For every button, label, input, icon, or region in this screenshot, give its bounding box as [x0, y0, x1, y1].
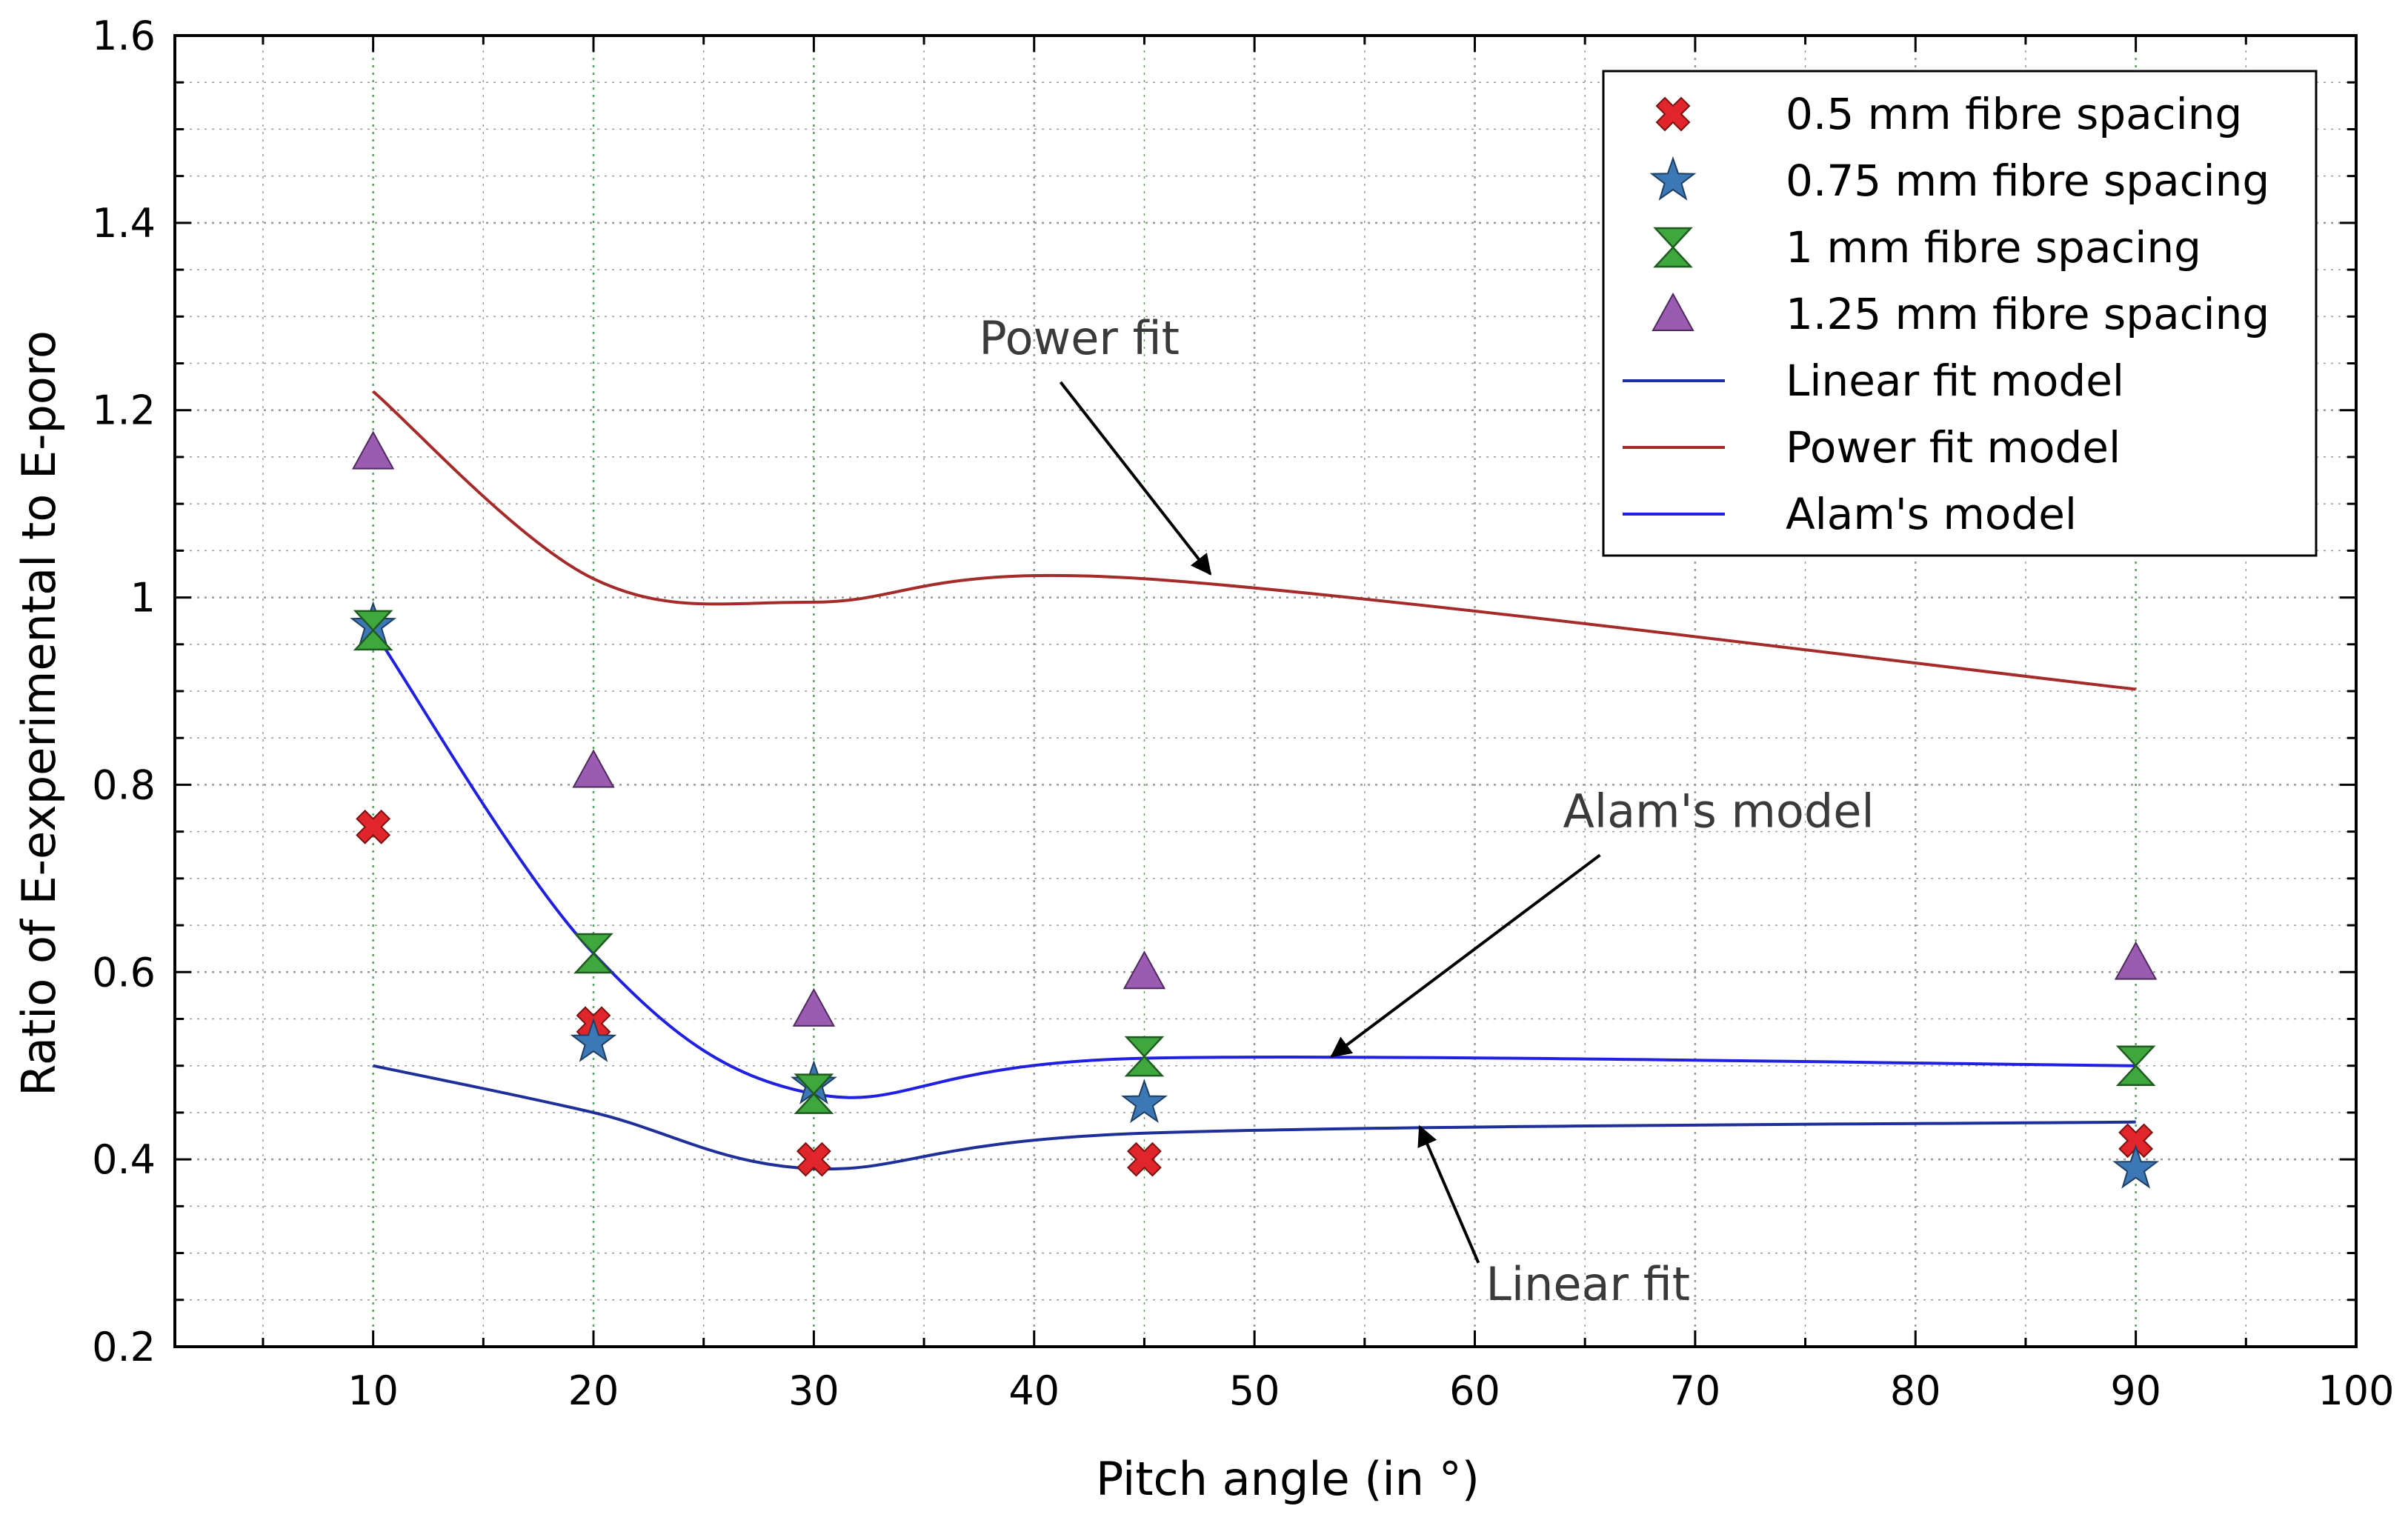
annotation-label: Power fit	[979, 311, 1180, 365]
x-tick-label: 30	[788, 1367, 839, 1414]
annotation-arrow	[1417, 1124, 1480, 1264]
point-1-mm-fibre-spacing	[2115, 1045, 2156, 1086]
point-1-mm-fibre-spacing	[573, 933, 613, 974]
point-1-25-mm-fibre-spacing	[351, 430, 395, 470]
point-1-25-mm-fibre-spacing	[1122, 950, 1166, 990]
y-axis-title: Ratio of E-experimental to E-poro	[12, 330, 66, 1096]
line-power-fit-model	[372, 390, 2136, 691]
point-0-75-mm-fibre-spacing	[1121, 1079, 1168, 1124]
legend-entry-label: 1 mm fibre spacing	[1786, 222, 2201, 273]
x-tick-label: 20	[568, 1367, 619, 1414]
legend-box	[1602, 70, 2318, 557]
legend: 0.5 mm fibre spacing 0.75 mm fibre spacin…	[1602, 70, 2318, 557]
x-tick-label: 10	[347, 1367, 399, 1414]
line-linear-fit-model	[373, 1064, 2136, 1171]
legend-entry-label: Linear fit model	[1786, 356, 2124, 406]
x-axis-title: Pitch angle (in °)	[1096, 1452, 1480, 1506]
annotation-arrow	[1330, 853, 1601, 1058]
point-1-25-mm-fibre-spacing	[2114, 941, 2158, 980]
y-tick-label: 1.6	[92, 13, 156, 59]
point-0-5-mm-fibre-spacing	[356, 809, 391, 844]
annotation-label: Alam's model	[1563, 784, 1874, 838]
grid	[175, 36, 2356, 1347]
x-tick-label: 90	[2110, 1367, 2161, 1414]
point-1-mm-fibre-spacing	[353, 610, 393, 651]
x-tick-label: 80	[1890, 1367, 1941, 1414]
y-tick-label: 1.2	[92, 387, 156, 434]
annotations: Power fit Alam's model Linear fit	[979, 311, 1874, 1311]
point-0-5-mm-fibre-spacing	[796, 1142, 831, 1177]
y-tick-label: 0.6	[92, 949, 156, 996]
y-tick-label: 1	[130, 575, 156, 621]
x-tick-label: 40	[1008, 1367, 1060, 1414]
y-tick-label: 0.4	[92, 1136, 156, 1183]
x-tick-label: 100	[2318, 1367, 2394, 1414]
data-points	[350, 430, 2160, 1189]
y-tick-label: 1.4	[92, 200, 156, 247]
line-alam-s-model	[371, 629, 2136, 1099]
legend-marker-swatch	[1652, 292, 1694, 331]
legend-entry-label: Alam's model	[1786, 489, 2077, 539]
point-1-25-mm-fibre-spacing	[792, 987, 836, 1027]
point-1-mm-fibre-spacing	[794, 1073, 834, 1114]
y-tick-label: 0.2	[92, 1324, 156, 1370]
legend-entry-label: 0.75 mm fibre spacing	[1786, 156, 2269, 206]
axis-ticks: 10 20 30 40 50 60 70 80 90 100 0.2 0.4 0.6 0.8 1 1.2 1.4…	[92, 13, 2394, 1414]
legend-entry-label: 1.25 mm fibre spacing	[1786, 289, 2269, 339]
legend-marker-swatch	[1655, 96, 1691, 132]
point-0-5-mm-fibre-spacing	[2118, 1123, 2154, 1159]
x-tick-label: 60	[1449, 1367, 1500, 1414]
fit-lines	[371, 390, 2136, 1171]
point-1-mm-fibre-spacing	[1124, 1036, 1165, 1077]
legend-marker-swatch	[1653, 227, 1693, 268]
legend-entry-label: Power fit model	[1786, 422, 2121, 473]
legend-entry-label: 0.5 mm fibre spacing	[1786, 89, 2242, 139]
point-0-75-mm-fibre-spacing	[570, 1018, 617, 1062]
point-0-5-mm-fibre-spacing	[1127, 1142, 1162, 1177]
annotation-label: Linear fit	[1486, 1257, 1690, 1311]
point-0-75-mm-fibre-spacing	[2112, 1144, 2160, 1189]
y-tick-label: 0.8	[92, 762, 156, 808]
x-tick-label: 70	[1670, 1367, 1721, 1414]
annotation-arrow	[1059, 381, 1212, 576]
point-1-25-mm-fibre-spacing	[572, 749, 615, 788]
legend-marker-swatch	[1649, 156, 1697, 201]
x-tick-label: 50	[1229, 1367, 1280, 1414]
